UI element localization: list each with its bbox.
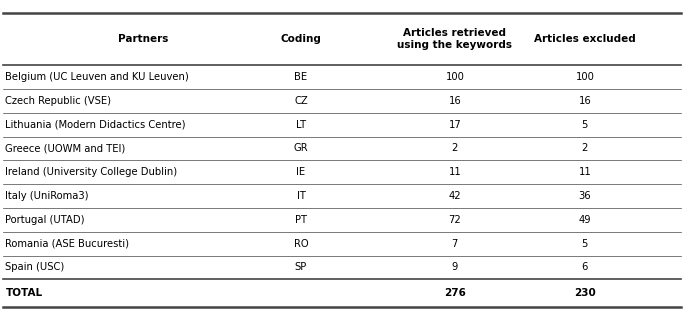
Text: IT: IT (297, 191, 305, 201)
Text: 230: 230 (574, 288, 596, 298)
Text: 100: 100 (445, 72, 464, 82)
Text: 2: 2 (451, 143, 458, 154)
Text: Coding: Coding (280, 34, 321, 44)
Text: RO: RO (293, 239, 308, 249)
Text: TOTAL: TOTAL (5, 288, 42, 298)
Text: 11: 11 (579, 167, 591, 177)
Text: 16: 16 (449, 96, 461, 106)
Text: GR: GR (293, 143, 308, 154)
Text: 16: 16 (579, 96, 591, 106)
Text: PT: PT (295, 215, 307, 225)
Text: 17: 17 (449, 120, 461, 130)
Text: 49: 49 (579, 215, 591, 225)
Text: 6: 6 (581, 262, 588, 273)
Text: SP: SP (295, 262, 307, 273)
Text: 72: 72 (449, 215, 461, 225)
Text: IE: IE (296, 167, 306, 177)
Text: Partners: Partners (118, 34, 169, 44)
Text: 7: 7 (451, 239, 458, 249)
Text: 36: 36 (579, 191, 591, 201)
Text: Italy (UniRoma3): Italy (UniRoma3) (5, 191, 89, 201)
Text: CZ: CZ (294, 96, 308, 106)
Text: Greece (UOWM and TEI): Greece (UOWM and TEI) (5, 143, 126, 154)
Text: Belgium (UC Leuven and KU Leuven): Belgium (UC Leuven and KU Leuven) (5, 72, 189, 82)
Text: 11: 11 (449, 167, 461, 177)
Text: Czech Republic (VSE): Czech Republic (VSE) (5, 96, 111, 106)
Text: LT: LT (296, 120, 306, 130)
Text: 42: 42 (449, 191, 461, 201)
Text: Lithuania (Modern Didactics Centre): Lithuania (Modern Didactics Centre) (5, 120, 186, 130)
Text: Spain (USC): Spain (USC) (5, 262, 65, 273)
Text: Articles retrieved
using the keywords: Articles retrieved using the keywords (397, 28, 512, 50)
Text: 276: 276 (444, 288, 466, 298)
Text: 9: 9 (451, 262, 458, 273)
Text: 2: 2 (581, 143, 588, 154)
Text: BE: BE (294, 72, 308, 82)
Text: Portugal (UTAD): Portugal (UTAD) (5, 215, 85, 225)
Text: Ireland (University College Dublin): Ireland (University College Dublin) (5, 167, 178, 177)
Text: 5: 5 (581, 239, 588, 249)
Text: Romania (ASE Bucuresti): Romania (ASE Bucuresti) (5, 239, 129, 249)
Text: 5: 5 (581, 120, 588, 130)
Text: Articles excluded: Articles excluded (534, 34, 635, 44)
Text: 100: 100 (575, 72, 594, 82)
